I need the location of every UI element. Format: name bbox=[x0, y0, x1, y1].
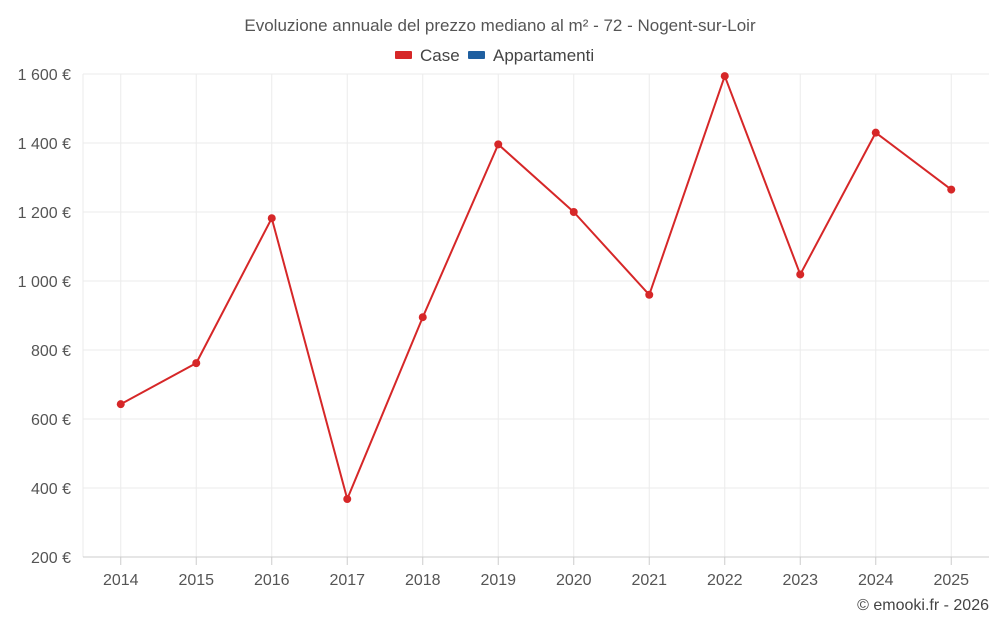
x-tick-label: 2020 bbox=[556, 572, 592, 589]
data-point-2017[interactable] bbox=[343, 495, 352, 504]
x-tick-label: 2017 bbox=[329, 572, 365, 589]
x-tick-label: 2016 bbox=[254, 572, 290, 589]
x-tick-label: 2021 bbox=[631, 572, 667, 589]
legend-swatch-appartamenti bbox=[468, 51, 485, 59]
legend: Case Appartamenti bbox=[395, 46, 594, 65]
y-tick-label: 600 € bbox=[31, 412, 71, 429]
legend-swatch-case bbox=[395, 51, 412, 59]
grid bbox=[82, 73, 989, 557]
data-point-2021[interactable] bbox=[645, 290, 654, 299]
data-point-2016[interactable] bbox=[267, 214, 276, 223]
legend-label-appartamenti: Appartamenti bbox=[493, 46, 594, 65]
y-tick-label: 200 € bbox=[31, 550, 71, 567]
series-case bbox=[116, 72, 956, 504]
y-tick-label: 800 € bbox=[31, 343, 71, 360]
x-tick-label: 2024 bbox=[858, 572, 894, 589]
data-point-2018[interactable] bbox=[418, 313, 427, 322]
chart-title: Evoluzione annuale del prezzo mediano al… bbox=[244, 16, 756, 35]
y-tick-label: 1 000 € bbox=[18, 274, 71, 291]
data-point-2022[interactable] bbox=[720, 72, 729, 81]
legend-item-appartamenti[interactable]: Appartamenti bbox=[468, 46, 594, 65]
x-tick-label: 2025 bbox=[933, 572, 969, 589]
y-tick-label: 1 200 € bbox=[18, 205, 71, 222]
data-point-2025[interactable] bbox=[947, 185, 956, 194]
legend-label-case: Case bbox=[420, 46, 460, 65]
series-line-case bbox=[120, 75, 952, 501]
x-tick-label: 2014 bbox=[103, 572, 139, 589]
y-tick-label: 400 € bbox=[31, 481, 71, 498]
x-tick-label: 2015 bbox=[178, 572, 214, 589]
x-tick-label: 2019 bbox=[480, 572, 516, 589]
y-tick-label: 1 400 € bbox=[18, 136, 71, 153]
data-point-2015[interactable] bbox=[192, 359, 201, 368]
axes: 200 € 400 € 600 € 800 € 1 000 € 1 200 € 1 400 … bbox=[18, 67, 989, 589]
data-point-2023[interactable] bbox=[796, 270, 805, 279]
data-point-2024[interactable] bbox=[871, 128, 880, 137]
y-tick-label: 1 600 € bbox=[18, 67, 71, 84]
data-point-2020[interactable] bbox=[569, 208, 578, 216]
credit-text: © emooki.fr - 2026 bbox=[857, 597, 989, 614]
data-point-2014[interactable] bbox=[116, 400, 125, 409]
x-tick-label: 2018 bbox=[405, 572, 441, 589]
legend-item-case[interactable]: Case bbox=[395, 46, 460, 65]
x-tick-label: 2023 bbox=[782, 572, 818, 589]
x-tick-label: 2022 bbox=[707, 572, 743, 589]
data-point-2019[interactable] bbox=[494, 140, 503, 149]
